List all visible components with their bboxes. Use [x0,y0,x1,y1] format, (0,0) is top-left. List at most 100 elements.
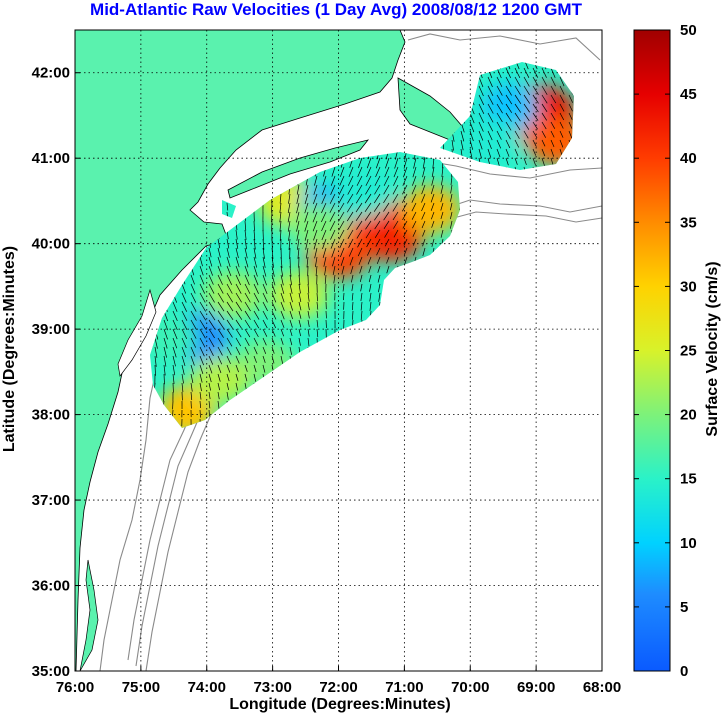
velocity-blob [334,168,395,217]
vector-arrow [422,229,426,237]
vector-arrow [235,328,242,338]
vector-arrow [262,310,268,320]
velocity-blob [400,185,461,234]
vector-arrow [523,112,530,122]
vector-arrow [235,247,239,259]
vector-arrow [356,175,363,186]
vector-arrow [403,229,408,238]
vector-arrow [279,220,282,232]
vector-arrow [172,337,178,349]
vector-arrow [253,229,256,241]
x-tick-label: 75:00 [122,679,160,696]
vector-arrow [190,364,195,375]
vector-arrow [208,256,213,267]
vector-arrow [217,337,224,347]
vector-arrow [199,292,206,303]
vector-arrow [541,139,546,147]
vector-arrow [297,247,300,259]
vector-arrow [262,247,265,259]
vector-arrow [199,355,204,366]
vector-arrow [550,112,556,121]
vector-arrow [412,166,417,178]
vector-arrow [244,238,247,250]
vector-arrow [366,238,372,248]
vector-arrow [208,373,212,383]
vector-arrow [280,265,284,277]
vector-arrow [393,166,399,178]
vector-arrow [271,328,276,337]
vector-arrow [347,220,354,231]
vector-arrow [307,292,310,302]
vector-arrow [289,292,293,303]
vector-arrow [305,184,309,195]
vector-arrow [298,283,301,294]
vector-arrow [394,238,399,247]
vector-arrow [496,157,500,166]
vector-arrow [368,265,372,274]
vector-arrow [208,310,216,321]
vector-arrow [199,400,201,409]
vector-arrow [347,193,354,204]
vector-arrow [541,148,546,157]
vector-arrow [316,310,319,319]
colorbar-gradient [633,29,671,672]
vector-arrow [377,265,381,273]
colorbar-tick-label: 5 [680,599,688,616]
vector-arrow [199,274,205,285]
vector-arrow [496,85,503,96]
vector-arrow [315,265,318,276]
vector-arrow [289,283,293,294]
vector-arrow [338,211,345,222]
vector-arrow [321,211,327,223]
vector-arrow [514,94,522,105]
vector-arrow [208,292,215,303]
vector-arrow [340,256,345,266]
vector-arrow [351,283,354,291]
vector-arrow [541,121,547,130]
vector-arrow [253,256,258,268]
vector-arrow [217,391,220,400]
vector-arrow [355,211,363,222]
vector-arrow [307,283,310,294]
vector-arrow [235,292,242,303]
vector-arrow [550,94,557,104]
vector-arrow [350,274,354,283]
vector-arrow [253,319,260,329]
vector-arrow [487,139,492,150]
vector-arrow [568,94,573,103]
vector-arrow [199,391,202,400]
vector-arrow [505,85,512,96]
vector-arrow [244,328,251,338]
colorbar-tick-label: 40 [680,150,697,167]
vector-arrow [244,265,250,277]
vector-arrow [440,202,444,211]
vector-arrow [271,202,273,213]
vector-arrow [190,301,197,312]
colorbar-tick-label: 10 [680,535,697,552]
vector-arrow [323,256,327,267]
vector-arrow [348,166,354,177]
vector-arrow [172,301,178,312]
vector-arrow [331,166,336,177]
vector-arrow [360,301,363,311]
vector-arrow [280,328,285,337]
vector-arrow [298,337,301,346]
vector-arrow [226,202,229,211]
vector-arrow [357,166,363,178]
land-mass-longisland [227,139,370,199]
vector-arrow [478,121,484,132]
vector-arrow [154,355,157,367]
vector-arrow [338,202,345,213]
vector-arrow [217,355,223,365]
y-axis-label: Latitude (Degrees:Minutes) [1,246,18,452]
vector-arrow [356,229,363,239]
vector-arrow [413,247,417,256]
vector-arrow [559,76,565,87]
vector-arrow [226,346,232,356]
vector-arrow [199,346,205,357]
vector-arrow [316,301,319,310]
vector-arrow [217,310,225,321]
vector-arrow [384,166,390,178]
vector-arrow [496,139,502,149]
vector-arrow [226,274,233,285]
